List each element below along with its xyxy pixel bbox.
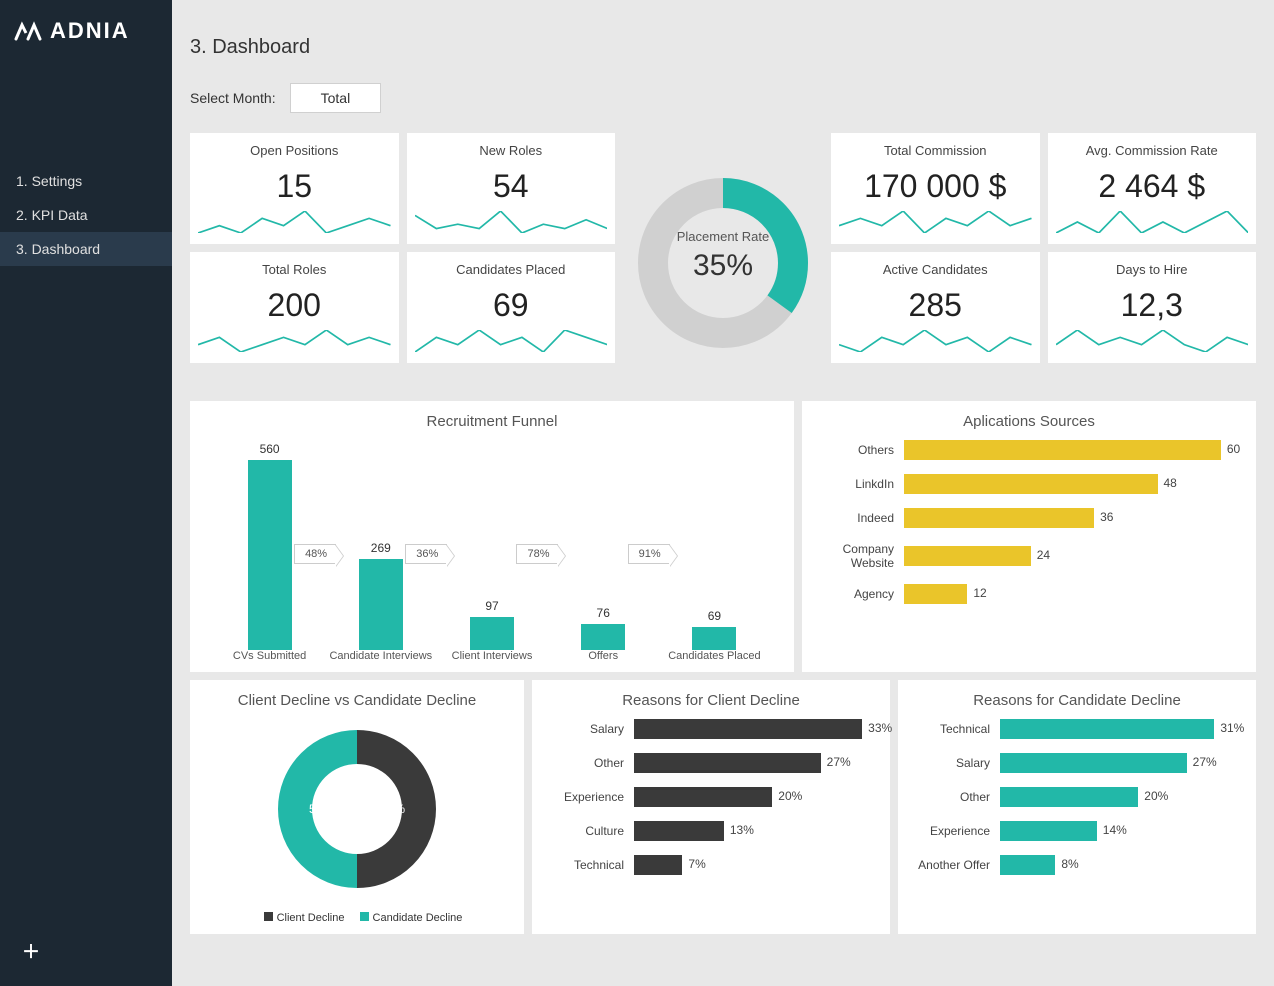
hbar-row: Other 20% bbox=[912, 787, 1242, 807]
kpi-value: 170 000 $ bbox=[839, 168, 1032, 205]
hbar-row: Salary 33% bbox=[546, 719, 876, 739]
add-button[interactable]: ＋ bbox=[22, 938, 40, 964]
kpi-label: Avg. Commission Rate bbox=[1056, 143, 1249, 158]
gauge-label: Placement Rate bbox=[623, 229, 823, 244]
hbar-row: Culture 13% bbox=[546, 821, 876, 841]
hbar-row: Technical 31% bbox=[912, 719, 1242, 739]
hbar-row: Another Offer 8% bbox=[912, 855, 1242, 875]
kpi-value: 200 bbox=[198, 287, 391, 324]
kpi-label: Candidates Placed bbox=[415, 262, 608, 277]
nav-item-settings[interactable]: 1. Settings bbox=[0, 164, 172, 198]
hbar-row: Agency 12 bbox=[816, 584, 1242, 604]
kpi-label: New Roles bbox=[415, 143, 608, 158]
hbar-row: Experience 20% bbox=[546, 787, 876, 807]
hbar-row: Indeed 36 bbox=[816, 508, 1242, 528]
funnel-title: Recruitment Funnel bbox=[204, 413, 780, 430]
kpi-label: Total Commission bbox=[839, 143, 1032, 158]
sidebar: ADNIA 1. Settings2. KPI Data3. Dashboard… bbox=[0, 0, 172, 986]
kpi-card-active-candidates: Active Candidates 285 bbox=[831, 252, 1040, 363]
brand-text: ADNIA bbox=[50, 18, 130, 44]
page-title: 3. Dashboard bbox=[190, 36, 1256, 59]
kpi-value: 2 464 $ bbox=[1056, 168, 1249, 205]
hbar-row: Salary 27% bbox=[912, 753, 1242, 773]
funnel-conversion-3: 91% bbox=[628, 544, 670, 564]
kpi-value: 69 bbox=[415, 287, 608, 324]
donut-legend: Client Decline Candidate Decline bbox=[204, 912, 510, 924]
kpi-card-new-roles: New Roles 54 bbox=[407, 133, 616, 244]
kpi-value: 12,3 bbox=[1056, 287, 1249, 324]
funnel-bar-2: 97 bbox=[436, 599, 547, 650]
decline-mix-panel: Client Decline vs Candidate Decline 50% … bbox=[190, 680, 524, 934]
client-reasons-title: Reasons for Client Decline bbox=[546, 692, 876, 709]
candidate-reasons-title: Reasons for Candidate Decline bbox=[912, 692, 1242, 709]
hbar-row: LinkdIn 48 bbox=[816, 474, 1242, 494]
funnel-panel: Recruitment Funnel 56026997766948%36%78%… bbox=[190, 401, 794, 672]
nav-item-dashboard[interactable]: 3. Dashboard bbox=[0, 232, 172, 266]
kpi-card-open-positions: Open Positions 15 bbox=[190, 133, 399, 244]
client-reasons-panel: Reasons for Client Decline Salary 33% Oth… bbox=[532, 680, 890, 934]
legend-client: Client Decline bbox=[277, 912, 345, 924]
funnel-conversion-1: 36% bbox=[405, 544, 447, 564]
kpi-label: Active Candidates bbox=[839, 262, 1032, 277]
placement-rate-gauge: Placement Rate 35% bbox=[623, 133, 823, 393]
hbar-row: Other 27% bbox=[546, 753, 876, 773]
kpi-label: Days to Hire bbox=[1056, 262, 1249, 277]
month-select[interactable]: Total bbox=[290, 83, 382, 113]
kpi-label: Open Positions bbox=[198, 143, 391, 158]
brand-logo: ADNIA bbox=[0, 18, 172, 164]
svg-text:50%: 50% bbox=[381, 802, 405, 816]
sources-title: Aplications Sources bbox=[816, 413, 1242, 430]
gauge-value: 35% bbox=[623, 249, 823, 283]
hbar-row: Company Website 24 bbox=[816, 542, 1242, 570]
kpi-row: Open Positions 15New Roles 54Total Roles… bbox=[190, 133, 1256, 393]
sources-panel: Aplications Sources Others 60 LinkdIn 48 I… bbox=[802, 401, 1256, 672]
kpi-card-total-commission: Total Commission 170 000 $ bbox=[831, 133, 1040, 244]
decline-mix-title: Client Decline vs Candidate Decline bbox=[204, 692, 510, 709]
hbar-row: Experience 14% bbox=[912, 821, 1242, 841]
kpi-label: Total Roles bbox=[198, 262, 391, 277]
candidate-reasons-panel: Reasons for Candidate Decline Technical … bbox=[898, 680, 1256, 934]
kpi-value: 15 bbox=[198, 168, 391, 205]
svg-text:50%: 50% bbox=[309, 802, 333, 816]
kpi-card-candidates-placed: Candidates Placed 69 bbox=[407, 252, 616, 363]
kpi-card-avg-commission-rate: Avg. Commission Rate 2 464 $ bbox=[1048, 133, 1257, 244]
funnel-conversion-2: 78% bbox=[516, 544, 558, 564]
kpi-value: 54 bbox=[415, 168, 608, 205]
hbar-row: Technical 7% bbox=[546, 855, 876, 875]
funnel-conversion-0: 48% bbox=[294, 544, 336, 564]
selector-label: Select Month: bbox=[190, 90, 276, 106]
legend-candidate: Candidate Decline bbox=[373, 912, 463, 924]
funnel-bar-3: 76 bbox=[548, 606, 659, 650]
hbar-row: Others 60 bbox=[816, 440, 1242, 460]
main-content: 3. Dashboard Select Month: Total Open Po… bbox=[172, 0, 1274, 986]
month-selector-row: Select Month: Total bbox=[190, 83, 1256, 113]
brand-icon bbox=[14, 21, 42, 41]
funnel-bar-4: 69 bbox=[659, 609, 770, 650]
kpi-card-total-roles: Total Roles 200 bbox=[190, 252, 399, 363]
nav-item-kpidata[interactable]: 2. KPI Data bbox=[0, 198, 172, 232]
kpi-card-days-to-hire: Days to Hire 12,3 bbox=[1048, 252, 1257, 363]
kpi-value: 285 bbox=[839, 287, 1032, 324]
